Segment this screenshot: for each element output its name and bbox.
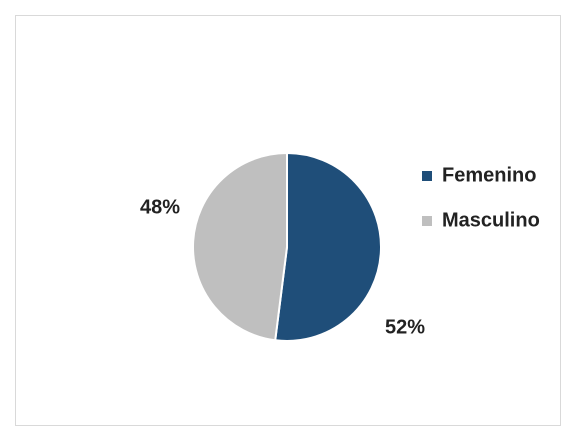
data-label: 48%: [140, 196, 180, 218]
pie-slice: [274, 151, 382, 342]
legend-label: Femenino: [442, 164, 536, 186]
data-label: 52%: [385, 316, 425, 338]
legend-swatch: [422, 216, 432, 226]
legend-swatch: [422, 171, 432, 181]
pie-slice: [192, 151, 288, 342]
legend-label: Masculino: [442, 209, 540, 231]
